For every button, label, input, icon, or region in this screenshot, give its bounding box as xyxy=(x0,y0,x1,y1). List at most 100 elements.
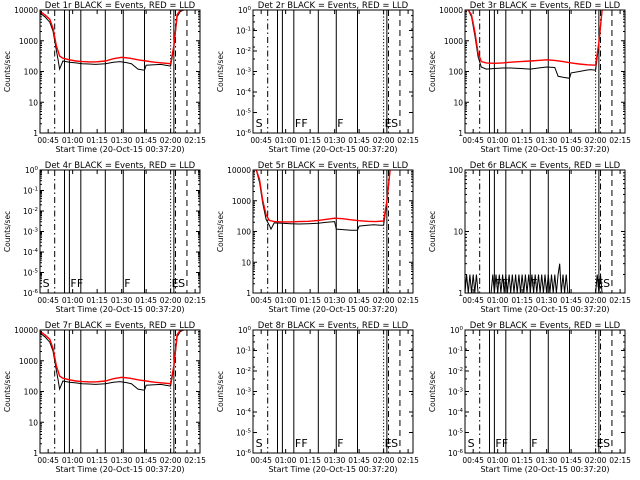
event-marker-f: F xyxy=(295,437,301,450)
y-tick-label: 10000 xyxy=(14,6,38,15)
y-axis: 1 10 100 1000 10000 Counts/sec xyxy=(3,326,200,458)
x-axis-label: Start Time (20-Oct-15 00:37:20) xyxy=(55,465,184,474)
x-tick-label: 01:15 xyxy=(299,296,321,305)
y-tick-label: 10-3 xyxy=(236,388,252,397)
x-tick-label: 01:30 xyxy=(324,296,346,305)
x-axis: 00:45 01:00 01:15 01:30 01:45 02:00 02:15Start… xyxy=(37,330,206,474)
x-tick-label: 00:45 xyxy=(250,296,272,305)
x-tick-label: 02:15 xyxy=(609,296,631,305)
x-tick-label: 01:00 xyxy=(275,136,297,145)
y-axis-label: Counts/sec xyxy=(3,371,12,412)
y-tick-label: 10-4 xyxy=(236,408,252,417)
x-tick-label: 01:15 xyxy=(299,456,321,465)
event-marker-s: S xyxy=(43,277,50,290)
x-axis-label: Start Time (20-Oct-15 00:37:20) xyxy=(268,305,397,314)
y-tick-label: 1000 xyxy=(19,37,38,46)
series-group xyxy=(465,10,603,79)
chart-title: Det 8r BLACK = Events, RED = LLD xyxy=(258,321,409,331)
x-tick-label: 01:45 xyxy=(560,296,582,305)
x-tick-label: 01:15 xyxy=(299,136,321,145)
series-line-lld xyxy=(465,10,603,66)
event-marker-s: S xyxy=(603,437,610,450)
series-line-lld xyxy=(40,10,184,65)
y-tick-label: 100 xyxy=(25,166,39,175)
x-tick-label: 01:30 xyxy=(111,456,133,465)
y-tick-label: 10-5 xyxy=(236,109,252,118)
y-tick-label: 10 xyxy=(453,228,463,237)
y-tick-label: 100 xyxy=(238,326,252,335)
x-tick-label: 01:30 xyxy=(324,136,346,145)
y-tick-label: 10-5 xyxy=(236,429,252,438)
event-marker-s: S xyxy=(256,437,263,450)
x-tick-label: 00:45 xyxy=(250,136,272,145)
x-tick-label: 01:45 xyxy=(560,456,582,465)
x-tick-label: 02:15 xyxy=(609,456,631,465)
y-tick-label: 1 xyxy=(246,289,251,298)
x-tick-label: 01:30 xyxy=(536,136,558,145)
y-tick-label: 10-3 xyxy=(448,388,464,397)
event-marker-f: F xyxy=(531,437,537,450)
x-tick-label: 00:45 xyxy=(462,136,484,145)
event-marker-e: E xyxy=(385,437,392,450)
x-tick-label: 00:45 xyxy=(37,456,59,465)
vertical-markers xyxy=(479,170,613,293)
x-tick-label: 01:00 xyxy=(62,296,84,305)
y-axis: 10-6 10-5 10-4 10-3 10-2 10-1 100 Counts/sec xyxy=(216,6,413,138)
event-marker-e: E xyxy=(172,277,179,290)
x-tick-label: 01:30 xyxy=(536,296,558,305)
vertical-markers xyxy=(54,170,188,293)
vertical-markers xyxy=(479,330,613,453)
y-tick-label: 10-5 xyxy=(448,429,464,438)
x-tick-label: 02:00 xyxy=(160,456,182,465)
y-tick-label: 100 xyxy=(449,166,464,175)
y-tick-label: 10-5 xyxy=(23,269,39,278)
y-tick-label: 1 xyxy=(33,449,38,458)
y-axis-label: Counts/sec xyxy=(216,51,225,92)
x-tick-label: 02:00 xyxy=(160,136,182,145)
y-tick-label: 100 xyxy=(450,326,464,335)
y-axis-label: Counts/sec xyxy=(428,371,437,412)
x-tick-label: 01:30 xyxy=(111,296,133,305)
y-tick-label: 10-2 xyxy=(236,367,251,376)
event-marker-s: S xyxy=(603,277,610,290)
x-tick-label: 01:00 xyxy=(62,456,84,465)
x-tick-label: 00:45 xyxy=(250,456,272,465)
event-marker-f: F xyxy=(70,277,76,290)
event-marker-f: F xyxy=(502,437,508,450)
event-marker-f: F xyxy=(337,437,343,450)
x-tick-label: 01:45 xyxy=(560,136,582,145)
y-tick-label: 10-4 xyxy=(448,408,464,417)
series-line-events xyxy=(465,10,603,79)
chart-title: Det 5r BLACK = Events, RED = LLD xyxy=(258,161,409,171)
x-tick-label: 01:45 xyxy=(135,136,157,145)
x-tick-label: 02:15 xyxy=(397,136,419,145)
y-tick-label: 1000 xyxy=(232,197,251,206)
x-tick-label: 02:15 xyxy=(397,456,419,465)
chart-title: Det 2r BLACK = Events, RED = LLD xyxy=(258,1,409,11)
x-tick-label: 01:00 xyxy=(487,456,509,465)
x-axis-label: Start Time (20-Oct-15 00:37:20) xyxy=(480,145,609,154)
chart-title: Det 9r BLACK = Events, RED = LLD xyxy=(470,321,621,331)
y-tick-label: 10 xyxy=(28,98,38,107)
x-tick-label: 01:15 xyxy=(86,456,108,465)
x-tick-label: 01:30 xyxy=(111,136,133,145)
chart-title: Det 7r BLACK = Events, RED = LLD xyxy=(45,321,196,331)
series-group xyxy=(465,263,603,293)
y-tick-label: 10-2 xyxy=(448,367,463,376)
event-marker-f: F xyxy=(124,277,130,290)
event-marker-s: S xyxy=(391,117,398,130)
x-tick-label: 02:00 xyxy=(585,296,607,305)
y-tick-label: 10-3 xyxy=(23,228,39,237)
y-axis: 10-6 10-5 10-4 10-3 10-2 10-1 100 Counts/sec xyxy=(216,326,413,458)
y-axis: 1 10 100 1000 10000 Counts/sec xyxy=(216,166,413,298)
x-axis: 00:45 01:00 01:15 01:30 01:45 02:00 02:15Start… xyxy=(462,10,631,154)
series-group xyxy=(253,170,391,231)
